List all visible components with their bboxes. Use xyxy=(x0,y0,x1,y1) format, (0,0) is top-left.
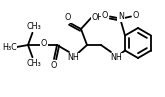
Text: O: O xyxy=(41,39,47,48)
Text: CH₃: CH₃ xyxy=(26,22,41,31)
Text: H₃C: H₃C xyxy=(2,43,17,52)
Text: NH: NH xyxy=(110,54,122,62)
Text: O: O xyxy=(65,13,71,23)
Text: O: O xyxy=(51,61,57,69)
Text: O: O xyxy=(133,11,139,20)
Text: N: N xyxy=(118,12,124,21)
Text: O: O xyxy=(102,11,108,20)
Text: CH₃: CH₃ xyxy=(26,59,41,68)
Text: OH: OH xyxy=(92,13,104,23)
Text: NH: NH xyxy=(67,54,79,62)
